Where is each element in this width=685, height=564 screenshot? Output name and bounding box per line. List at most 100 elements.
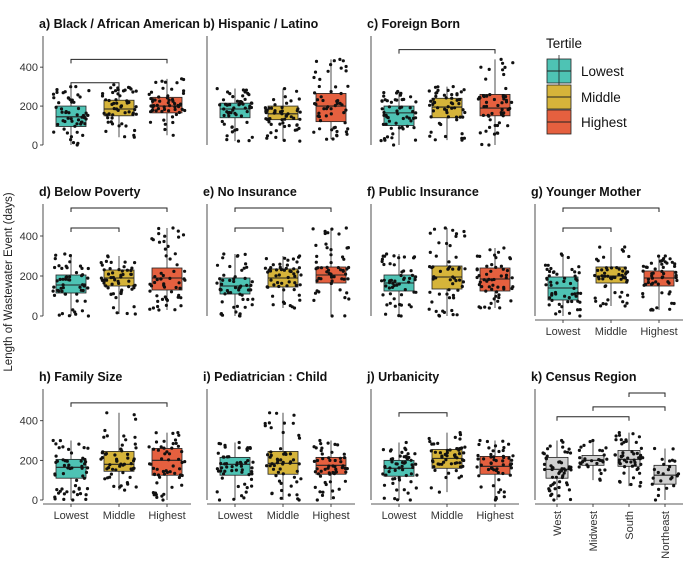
data-point <box>568 451 573 455</box>
jitter-points <box>475 246 515 310</box>
data-point <box>157 232 161 236</box>
data-point <box>408 498 412 502</box>
jitter-points <box>147 431 187 502</box>
data-point <box>492 455 496 459</box>
data-point <box>77 486 81 490</box>
data-point <box>675 278 679 283</box>
data-point <box>245 283 249 287</box>
data-point <box>402 255 406 259</box>
data-point <box>271 294 275 298</box>
data-point <box>343 314 347 318</box>
data-point <box>167 452 172 456</box>
data-point <box>397 314 401 318</box>
data-point <box>346 246 350 250</box>
x-tick-label: Middle <box>595 326 627 338</box>
box-middle <box>99 254 137 316</box>
jitter-points <box>312 57 350 141</box>
data-point <box>413 138 418 142</box>
data-point <box>315 279 319 283</box>
data-point <box>448 448 452 452</box>
data-point <box>60 487 64 491</box>
data-point <box>392 297 396 301</box>
data-point <box>496 250 501 254</box>
data-point <box>437 292 441 296</box>
significance-bracket <box>398 412 448 417</box>
data-point <box>54 454 58 458</box>
data-point <box>155 467 159 471</box>
data-point <box>157 240 162 244</box>
data-point <box>173 438 178 442</box>
data-point <box>444 458 448 462</box>
data-point <box>455 118 459 122</box>
data-point <box>543 263 548 267</box>
data-point <box>450 308 454 313</box>
data-point <box>454 469 458 473</box>
data-point <box>75 130 79 134</box>
data-point <box>319 469 323 473</box>
data-point <box>604 446 608 450</box>
data-point <box>387 281 392 285</box>
data-point <box>277 479 282 483</box>
data-point <box>605 268 609 272</box>
data-point <box>129 272 133 276</box>
data-point <box>409 458 413 462</box>
data-point <box>566 300 570 304</box>
data-point <box>326 466 330 470</box>
data-point <box>182 77 186 82</box>
data-point <box>625 280 629 284</box>
data-point <box>171 133 175 137</box>
data-point <box>646 280 651 285</box>
data-point <box>343 479 347 483</box>
panel-e-no-insurance: e) No Insurance <box>203 185 351 318</box>
data-point <box>129 268 133 273</box>
data-point <box>395 109 399 113</box>
data-point <box>155 481 159 485</box>
data-point <box>319 277 323 281</box>
data-point <box>111 275 115 280</box>
data-point <box>132 457 136 461</box>
jitter-points <box>593 245 631 308</box>
data-point <box>166 244 170 248</box>
data-point <box>387 286 391 290</box>
data-point <box>397 466 401 470</box>
data-point <box>170 87 174 91</box>
data-point <box>317 115 321 119</box>
data-point <box>243 276 247 280</box>
data-point <box>134 485 138 489</box>
y-tick-label: 200 <box>20 271 38 283</box>
data-point <box>51 92 56 96</box>
data-point <box>313 91 317 95</box>
data-point <box>339 66 343 70</box>
data-point <box>453 435 457 439</box>
x-tick-label: Midwest <box>588 511 600 551</box>
data-point <box>276 281 280 285</box>
data-point <box>71 498 75 502</box>
data-point <box>656 493 661 498</box>
data-point <box>567 311 572 315</box>
data-point <box>543 467 547 472</box>
data-point <box>84 470 89 474</box>
data-point <box>274 129 278 133</box>
data-point <box>501 448 505 453</box>
data-point <box>428 250 432 254</box>
data-point <box>109 472 113 476</box>
data-point <box>272 98 276 102</box>
data-point <box>338 456 342 460</box>
data-point <box>104 284 108 288</box>
data-point <box>267 120 271 124</box>
data-point <box>321 98 325 103</box>
data-point <box>673 264 677 268</box>
data-point <box>384 113 388 117</box>
data-point <box>219 288 223 292</box>
data-point <box>343 466 347 470</box>
data-point <box>579 291 583 295</box>
data-point <box>390 136 394 140</box>
data-point <box>652 467 657 472</box>
data-point <box>344 69 348 73</box>
data-point <box>122 462 126 466</box>
data-point <box>319 449 323 453</box>
data-point <box>337 232 341 236</box>
data-point <box>609 277 614 281</box>
data-point <box>127 285 131 289</box>
data-point <box>275 457 279 461</box>
